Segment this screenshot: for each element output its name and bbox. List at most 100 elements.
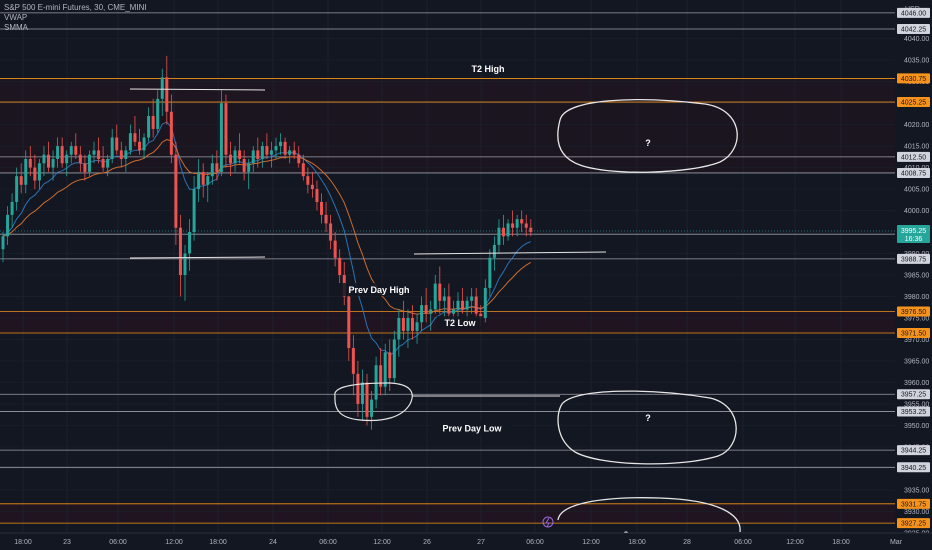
- candle-body: [465, 300, 469, 310]
- candle-body: [347, 296, 351, 349]
- candle-body: [365, 382, 369, 417]
- annotations: T2 High Prev Day High T2 Low Prev Day Low: [336, 61, 514, 435]
- candle-body: [178, 227, 182, 276]
- candle-body: [160, 77, 164, 99]
- level-tag-label-1: 4042.25: [901, 27, 926, 34]
- level-tag-label-9: 3971.50: [901, 331, 926, 338]
- last-price-tag: [897, 224, 930, 243]
- candle-body: [492, 244, 496, 258]
- candle-body: [128, 133, 132, 151]
- level-tag-1: [897, 24, 930, 35]
- price-tick-label: 3985.00: [904, 273, 929, 280]
- symbol-title[interactable]: S&P 500 E-mini Futures, 30, CME_MINI: [4, 3, 147, 12]
- time-tick-label: 06:00: [734, 539, 752, 546]
- right-marker-line: [413, 251, 607, 255]
- level-tag-3: [897, 97, 930, 108]
- annotation-label-1: Prev Day High: [348, 285, 409, 295]
- time-tick-label: Mar: [890, 539, 903, 546]
- low-circle: [334, 382, 413, 422]
- time-tick-label: 12:00: [373, 539, 391, 546]
- question-oval-top: [557, 99, 738, 173]
- smma-line: [2, 139, 532, 315]
- time-tick-label: 12:00: [165, 539, 183, 546]
- annotation-bg-3: [432, 421, 512, 435]
- time-tick-label: 27: [477, 539, 485, 546]
- chart-legend: S&P 500 E-mini Futures, 30, CME_MINI VWA…: [4, 3, 147, 33]
- price-tick-label: 3965.00: [904, 358, 929, 365]
- price-axis[interactable]: USD 3925.003930.003935.003940.003945.003…: [895, 0, 932, 537]
- candle-body: [520, 219, 524, 224]
- candle-body: [320, 201, 323, 215]
- candle-body: [306, 176, 310, 185]
- candle-body: [97, 150, 101, 159]
- candle-body: [192, 189, 196, 233]
- candle-body: [269, 150, 273, 155]
- candle-body: [415, 322, 419, 331]
- candle-body: [274, 146, 278, 151]
- level-tag-4: [897, 151, 930, 162]
- candle-body: [324, 214, 328, 224]
- event-marker[interactable]: [542, 516, 554, 528]
- drawings: ? ? ?: [129, 88, 741, 540]
- candle-body: [474, 296, 478, 314]
- candle-body: [10, 201, 14, 215]
- candle-body: [338, 257, 342, 276]
- candle-body: [351, 348, 355, 374]
- time-tick-label: 12:00: [582, 539, 600, 546]
- candle-body: [69, 146, 73, 155]
- level-tag-label-5: 4008.75: [901, 170, 926, 177]
- candle-body: [65, 154, 69, 164]
- time-tick-label: 06:00: [319, 539, 337, 546]
- candle-body: [360, 382, 364, 404]
- candle-body: [329, 223, 333, 241]
- level-tag-13: [897, 462, 930, 473]
- candle-body: [24, 158, 28, 185]
- candle-body: [292, 150, 296, 155]
- candle-body: [370, 399, 374, 417]
- candle-body: [110, 137, 114, 159]
- candle-body: [83, 163, 87, 172]
- candle-body: [87, 154, 91, 172]
- candle-body: [15, 176, 19, 202]
- candle-body: [210, 163, 214, 177]
- candle-body: [470, 296, 474, 301]
- annotation-bg-0: [462, 61, 514, 75]
- candle-body: [406, 317, 410, 331]
- zone-band-upper: [0, 78, 895, 173]
- candle-body: [483, 287, 487, 318]
- level-tag-label-14: 3931.75: [901, 501, 926, 508]
- price-tick-label: 3935.00: [904, 487, 929, 494]
- indicator-vwap[interactable]: VWAP: [4, 13, 28, 22]
- candle-body: [447, 296, 451, 314]
- price-tick-label: 3980.00: [904, 294, 929, 301]
- candle-body: [188, 232, 192, 254]
- candle-body: [401, 317, 405, 331]
- candle-body: [283, 141, 287, 155]
- time-axis[interactable]: 18:00 23 06:00 12:00 18:00 24 06:00 12:00 26 27 06…: [0, 532, 932, 550]
- price-tick-label: 3960.00: [904, 380, 929, 387]
- candle-body: [256, 150, 260, 159]
- candle-body: [56, 146, 60, 159]
- annotation-bg-1: [336, 283, 422, 297]
- candle-body: [279, 141, 283, 147]
- candle-body: [197, 171, 201, 190]
- candle-body: [529, 227, 533, 233]
- candle-body: [424, 305, 428, 314]
- candle-body: [379, 365, 383, 387]
- level-tag-label-2: 4030.75: [901, 76, 926, 83]
- candle-body: [456, 300, 460, 310]
- level-tag-7: [897, 253, 930, 264]
- time-tick-label: 23: [63, 539, 71, 546]
- candle-body: [333, 240, 337, 258]
- price-tick-label: 4015.00: [904, 144, 929, 151]
- candle-body: [229, 154, 232, 164]
- candle-body: [37, 163, 41, 181]
- candle-body: [115, 137, 119, 151]
- annotation-label-3: Prev Day Low: [442, 423, 502, 433]
- indicator-smma[interactable]: SMMA: [4, 23, 28, 32]
- candle-body: [33, 167, 37, 181]
- candle-body: [374, 365, 378, 400]
- candle-body: [301, 163, 305, 177]
- candle-body: [124, 150, 128, 159]
